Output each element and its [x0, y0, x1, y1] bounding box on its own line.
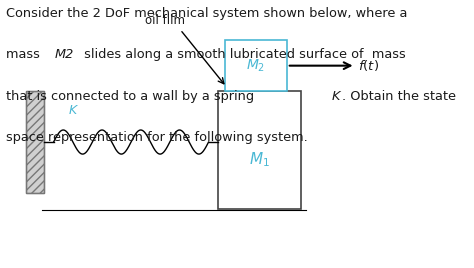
Text: that is connected to a wall by a spring: that is connected to a wall by a spring	[6, 90, 258, 103]
Text: M2: M2	[55, 48, 74, 61]
Bar	[225, 40, 287, 91]
Text: $M_1$: $M_1$	[249, 150, 270, 169]
Text: $f(t)$: $f(t)$	[358, 58, 379, 73]
Text: mass: mass	[6, 48, 44, 61]
Bar	[218, 91, 301, 209]
Text: K: K	[331, 90, 340, 103]
Text: K: K	[69, 103, 77, 117]
Text: slides along a smooth lubricated surface of  mass: slides along a smooth lubricated surface…	[80, 48, 410, 61]
Text: oil film: oil film	[145, 14, 184, 27]
Bar	[26, 91, 44, 193]
Text: space representation for the following system.: space representation for the following s…	[6, 131, 308, 144]
Bar	[26, 91, 44, 193]
Text: . Obtain the state: . Obtain the state	[342, 90, 456, 103]
Text: Consider the 2 DoF mechanical system shown below, where a: Consider the 2 DoF mechanical system sho…	[6, 7, 407, 20]
Text: $M_2$: $M_2$	[246, 57, 265, 74]
